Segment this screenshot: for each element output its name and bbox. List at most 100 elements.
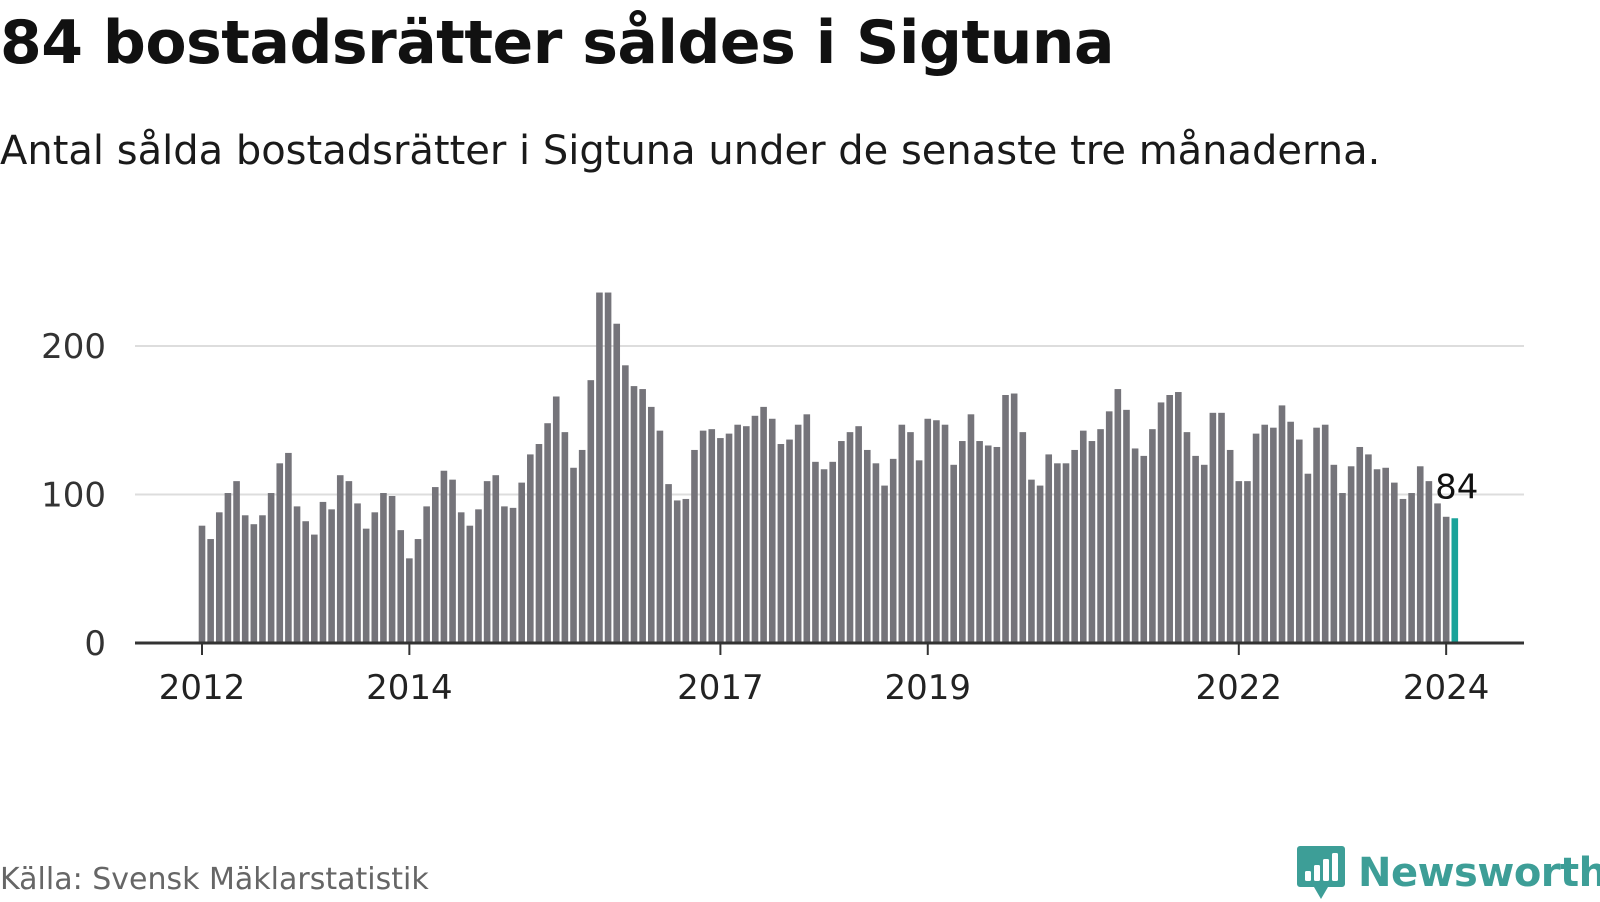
bar [907, 432, 914, 643]
bar [1339, 493, 1346, 643]
bar [1019, 432, 1027, 643]
bar [1028, 479, 1035, 643]
bar [345, 481, 353, 643]
bar [380, 493, 387, 643]
bar [777, 444, 785, 643]
bar [1131, 448, 1139, 643]
bar [1157, 402, 1165, 643]
bar [440, 470, 448, 643]
bar [1244, 481, 1251, 643]
bar [786, 439, 793, 643]
bar [699, 430, 707, 643]
chart-title: 84 bostadsrätter såldes i Sigtuna [0, 8, 1115, 78]
brand-name: Newsworthy [1358, 850, 1600, 896]
bar [587, 380, 595, 643]
bar [1270, 427, 1277, 643]
bar [215, 512, 223, 643]
bar [1382, 467, 1389, 643]
x-tick-label: 2014 [366, 668, 453, 708]
bar [1088, 441, 1096, 643]
bar [423, 506, 430, 643]
bar [371, 512, 379, 643]
bar [1442, 516, 1450, 643]
bar [976, 441, 983, 643]
bar [561, 432, 569, 643]
x-tick-label: 2024 [1403, 668, 1490, 708]
bar [466, 525, 474, 643]
bar [1079, 430, 1087, 643]
bar [829, 461, 837, 643]
bar [820, 469, 828, 643]
x-tick-label: 2022 [1196, 668, 1283, 708]
bar [267, 493, 275, 643]
bar [354, 503, 361, 643]
bar [673, 500, 681, 643]
bar [725, 433, 733, 643]
bars [198, 292, 1459, 643]
bar [302, 521, 309, 643]
bar [596, 292, 603, 643]
bar [622, 365, 629, 643]
bar [1114, 389, 1122, 643]
bar [362, 528, 370, 643]
bar [1105, 411, 1113, 643]
bar [1408, 493, 1415, 643]
bar [639, 389, 646, 643]
bar [1226, 449, 1234, 643]
bar-chart: 0 100 200 2012 2014 2017 2019 2022 2024 84 [41, 292, 1524, 708]
bar [1200, 464, 1208, 643]
bar [1252, 433, 1260, 643]
bar [1192, 455, 1199, 643]
bar [1347, 466, 1355, 643]
y-tick-label: 0 [84, 624, 106, 664]
bar [509, 507, 517, 643]
bar [872, 463, 880, 643]
source-note: Källa: Svensk Mäklarstatistik [0, 862, 429, 897]
chart-subtitle: Antal sålda bostadsrätter i Sigtuna unde… [0, 128, 1381, 174]
bar [501, 506, 508, 643]
bar [812, 461, 819, 643]
bar [207, 539, 214, 643]
bar [708, 429, 716, 643]
bar [1278, 405, 1286, 643]
bar [950, 464, 957, 643]
bar [336, 475, 344, 643]
bar [665, 484, 672, 643]
bar [449, 479, 456, 643]
bar [863, 449, 871, 643]
y-tick-label: 100 [41, 476, 106, 516]
bar [967, 414, 975, 643]
bar [570, 467, 577, 643]
bar [838, 441, 845, 643]
bar [1002, 395, 1009, 643]
bar [552, 396, 560, 643]
bar [1054, 463, 1061, 643]
bar [1330, 464, 1338, 643]
bar [250, 524, 258, 643]
bar [293, 506, 301, 643]
bar [1425, 481, 1433, 643]
bar [656, 430, 664, 643]
bar [1313, 427, 1320, 643]
bar [959, 441, 966, 643]
bar [881, 485, 888, 643]
bar [1365, 454, 1372, 643]
bar [492, 475, 500, 643]
bar [1045, 454, 1053, 643]
bar [682, 498, 690, 643]
bar [768, 418, 776, 643]
bar [889, 458, 897, 643]
brand-logo[interactable]: Newsworthy [1296, 844, 1600, 902]
bar [285, 452, 292, 643]
bar [397, 530, 405, 643]
bar [1399, 498, 1407, 643]
bar [431, 487, 439, 643]
bar [630, 386, 638, 643]
bar [406, 558, 413, 643]
x-tick-label: 2019 [884, 668, 971, 708]
bar [311, 534, 318, 643]
y-tick-label: 200 [41, 327, 106, 367]
bar [924, 418, 932, 643]
bar [1356, 446, 1364, 643]
bar [198, 525, 206, 643]
